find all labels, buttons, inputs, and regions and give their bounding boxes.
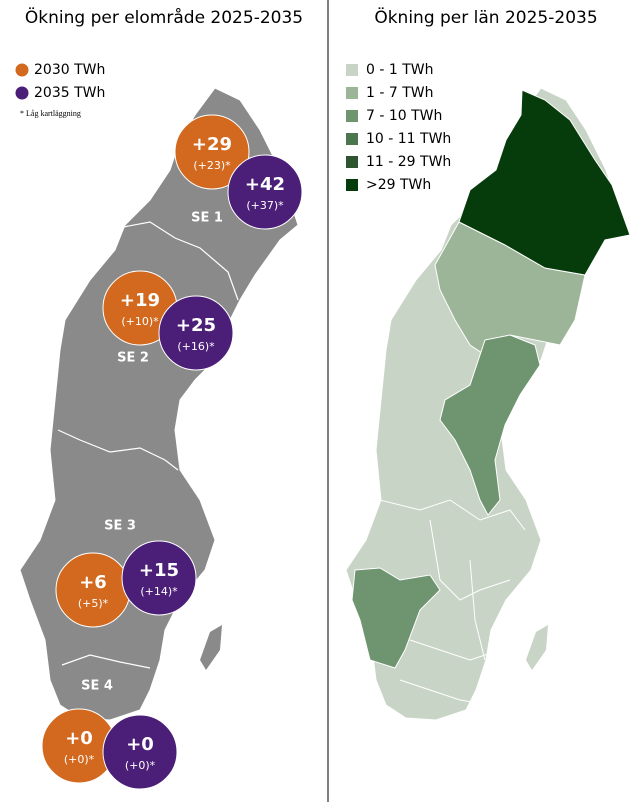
legend-swatch	[346, 110, 358, 122]
bubble-value: +42	[245, 174, 285, 195]
bubble-value: +19	[120, 290, 160, 311]
bubble-value: +29	[192, 134, 232, 155]
right-title: Ökning per län 2025-2035	[374, 6, 597, 28]
gotland	[200, 625, 222, 670]
border	[57, 429, 179, 471]
legend-label: 2030 TWh	[34, 62, 105, 78]
region-label: SE 4	[81, 679, 113, 694]
legend-swatch	[346, 133, 358, 145]
region-label: SE 1	[191, 211, 223, 226]
legend-label: 0 - 1 TWh	[366, 62, 433, 78]
gotland	[526, 625, 548, 670]
note: * Låg kartläggning	[20, 109, 81, 118]
left-title: Ökning per elområde 2025-2035	[25, 6, 303, 28]
bubble-value: +0	[65, 728, 93, 749]
bubble	[174, 114, 250, 190]
legend-label: 2035 TWh	[34, 85, 105, 101]
bubble-value: +15	[139, 560, 179, 581]
lan-map-right	[345, 87, 631, 721]
legend-label: 7 - 10 TWh	[366, 108, 442, 124]
bubble-detail: (+14)*	[140, 585, 178, 598]
legend-swatch	[346, 179, 358, 191]
bubble-value: +6	[79, 572, 107, 593]
bubble	[102, 714, 178, 790]
bubble	[227, 154, 303, 230]
bubble-detail: (+23)*	[193, 159, 231, 172]
legend-label: >29 TWh	[366, 177, 431, 193]
region-label: SE 3	[104, 519, 136, 534]
bubble	[121, 540, 197, 616]
bubble	[158, 295, 234, 371]
bubble-detail: (+5)*	[78, 597, 109, 610]
region-label: SE 2	[117, 351, 149, 366]
legend-label: 10 - 11 TWh	[366, 131, 451, 147]
bubble-detail: (+0)*	[64, 753, 95, 766]
legend-swatch	[346, 156, 358, 168]
bubble-value: +25	[176, 315, 216, 336]
bubble-detail: (+10)*	[121, 315, 159, 328]
bubble-detail: (+0)*	[125, 759, 156, 772]
border	[117, 221, 239, 301]
county	[439, 334, 541, 516]
legend-dot	[15, 86, 29, 100]
bubble-detail: (+37)*	[246, 199, 284, 212]
legend-label: 1 - 7 TWh	[366, 85, 433, 101]
legend-label: 11 - 29 TWh	[366, 154, 451, 170]
legend-swatch	[346, 87, 358, 99]
legend-dot	[15, 63, 29, 77]
bubble-value: +0	[126, 734, 154, 755]
legend-swatch	[346, 64, 358, 76]
county	[458, 89, 631, 276]
county	[351, 567, 441, 669]
border	[61, 654, 151, 669]
bubble-detail: (+16)*	[177, 340, 215, 353]
county-borders	[379, 499, 526, 706]
